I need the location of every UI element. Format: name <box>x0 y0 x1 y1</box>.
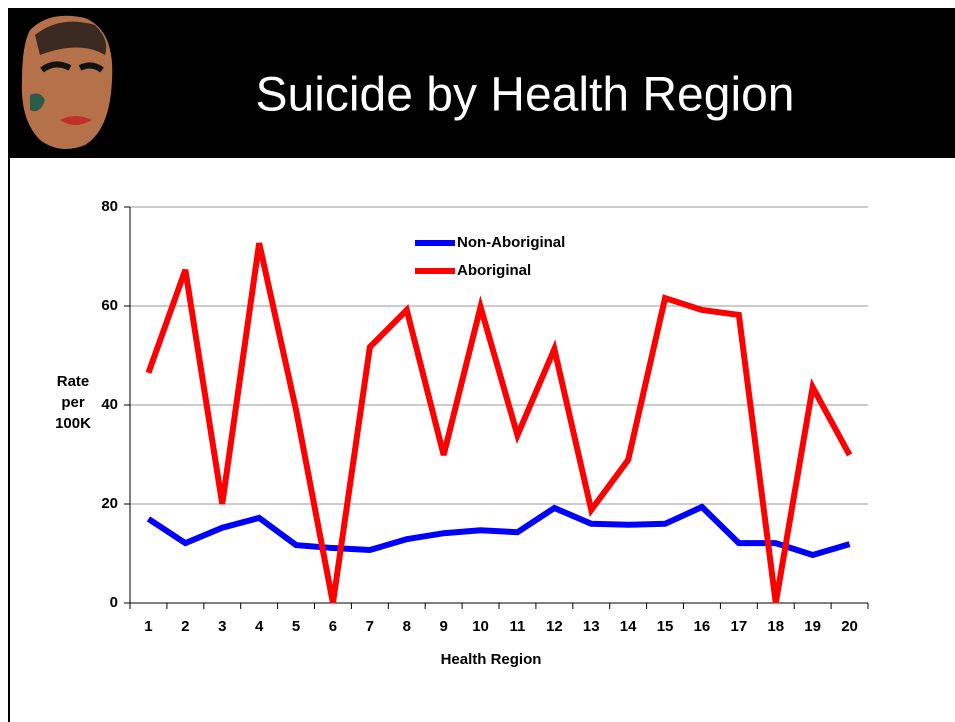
x-tick-label: 2 <box>181 618 189 635</box>
x-tick-label: 7 <box>366 618 374 635</box>
x-tick-label: 18 <box>767 618 784 635</box>
y-axis-label: 100K <box>55 415 91 432</box>
y-tick-label: 0 <box>110 594 118 611</box>
x-tick-label: 14 <box>620 618 637 635</box>
x-tick-label: 1 <box>144 618 152 635</box>
mask-icon <box>21 15 113 150</box>
x-tick-label: 5 <box>292 618 300 635</box>
y-tick-label: 20 <box>101 495 118 512</box>
data-line <box>146 503 851 559</box>
header-band <box>8 8 955 158</box>
x-tick-label: 20 <box>841 618 858 635</box>
x-tick-label: 16 <box>694 618 711 635</box>
x-tick-label: 3 <box>218 618 226 635</box>
data-line <box>145 242 853 604</box>
y-tick-label: 40 <box>101 396 118 413</box>
x-tick-label: 6 <box>329 618 337 635</box>
y-axis-label: Rate <box>57 373 90 390</box>
x-tick-label: 8 <box>403 618 411 635</box>
slide-title: Suicide by Health Region <box>256 69 795 122</box>
x-tick-label: 19 <box>804 618 821 635</box>
y-tick-label: 60 <box>101 297 118 314</box>
x-tick-label: 4 <box>255 618 264 635</box>
x-tick-label: 10 <box>472 618 489 635</box>
x-tick-label: 13 <box>583 618 600 635</box>
x-tick-label: 17 <box>731 618 748 635</box>
x-tick-label: 15 <box>657 618 674 635</box>
x-tick-label: 12 <box>546 618 563 635</box>
y-tick-label: 80 <box>101 198 118 215</box>
x-tick-label: 9 <box>439 618 447 635</box>
legend-label: Aboriginal <box>457 262 531 279</box>
legend-label: Non-Aboriginal <box>457 234 565 251</box>
x-tick-label: 11 <box>510 618 526 635</box>
y-axis-label: per <box>61 394 85 411</box>
x-axis-label: Health Region <box>441 651 542 668</box>
